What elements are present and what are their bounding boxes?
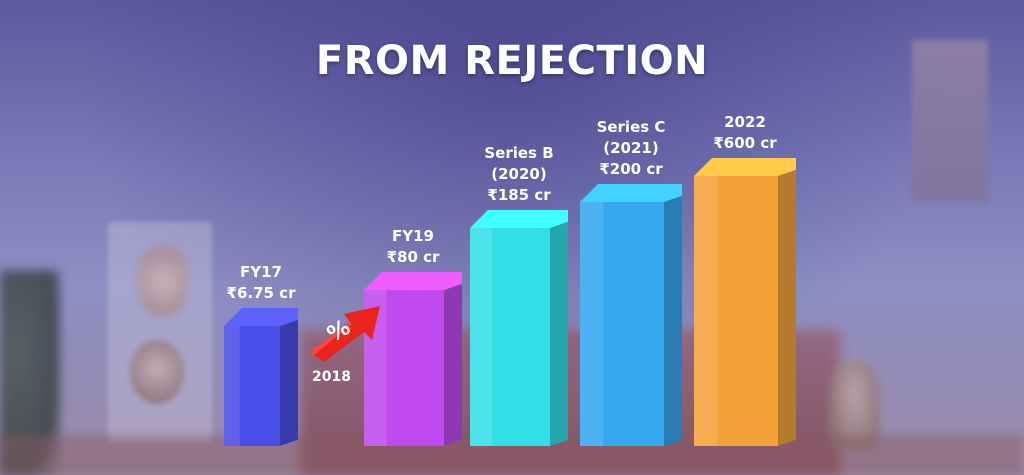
background-wall-frame [912, 40, 988, 202]
bar-highlight [694, 176, 718, 446]
bar-series-b-2020 [470, 210, 568, 446]
bar-top-face [364, 272, 462, 290]
bar-label: ₹200 cr [599, 160, 663, 178]
bar-side-face [280, 319, 298, 446]
arrow-caption: 2018 [312, 369, 351, 385]
background-vase-left [130, 340, 184, 404]
bar-2022 [694, 158, 796, 446]
bar-series-c-2021 [580, 184, 682, 446]
background-plant [0, 270, 60, 475]
bar-label: ₹600 cr [713, 134, 777, 152]
bar-side-face [550, 221, 568, 446]
bar-top-face [580, 184, 682, 202]
bar-side-face [444, 283, 462, 446]
bar-label: (2021) [603, 139, 658, 157]
page-title: FROM REJECTION [315, 38, 709, 84]
bar-top-face [694, 158, 796, 176]
growth-arrow-icon: % [306, 300, 384, 370]
background-decor [138, 246, 188, 316]
bar-label: ₹6.75 cr [227, 284, 297, 302]
bar-label: Series C [597, 118, 666, 136]
bar-front-face [470, 228, 550, 446]
bar-front-face [224, 326, 280, 446]
bar-label: ₹80 cr [387, 248, 440, 266]
bar-label: 2022 [724, 113, 766, 131]
bar-front-face [580, 202, 664, 446]
bar-label: ₹185 cr [487, 186, 551, 204]
bar-highlight [224, 326, 240, 446]
bar-label: FY19 [392, 227, 434, 245]
bar-front-face [694, 176, 778, 446]
bar-highlight [580, 202, 604, 446]
bar-highlight [470, 228, 493, 446]
bar-label: (2020) [491, 165, 546, 183]
bar-side-face [664, 195, 682, 446]
background-vase-right [828, 360, 880, 450]
bar-top-face [470, 210, 568, 228]
bar-label: FY17 [240, 263, 282, 281]
bar-top-face [224, 308, 298, 326]
bar-side-face [778, 169, 796, 446]
bar-label: Series B [484, 144, 553, 162]
bar-fy17 [224, 308, 298, 446]
